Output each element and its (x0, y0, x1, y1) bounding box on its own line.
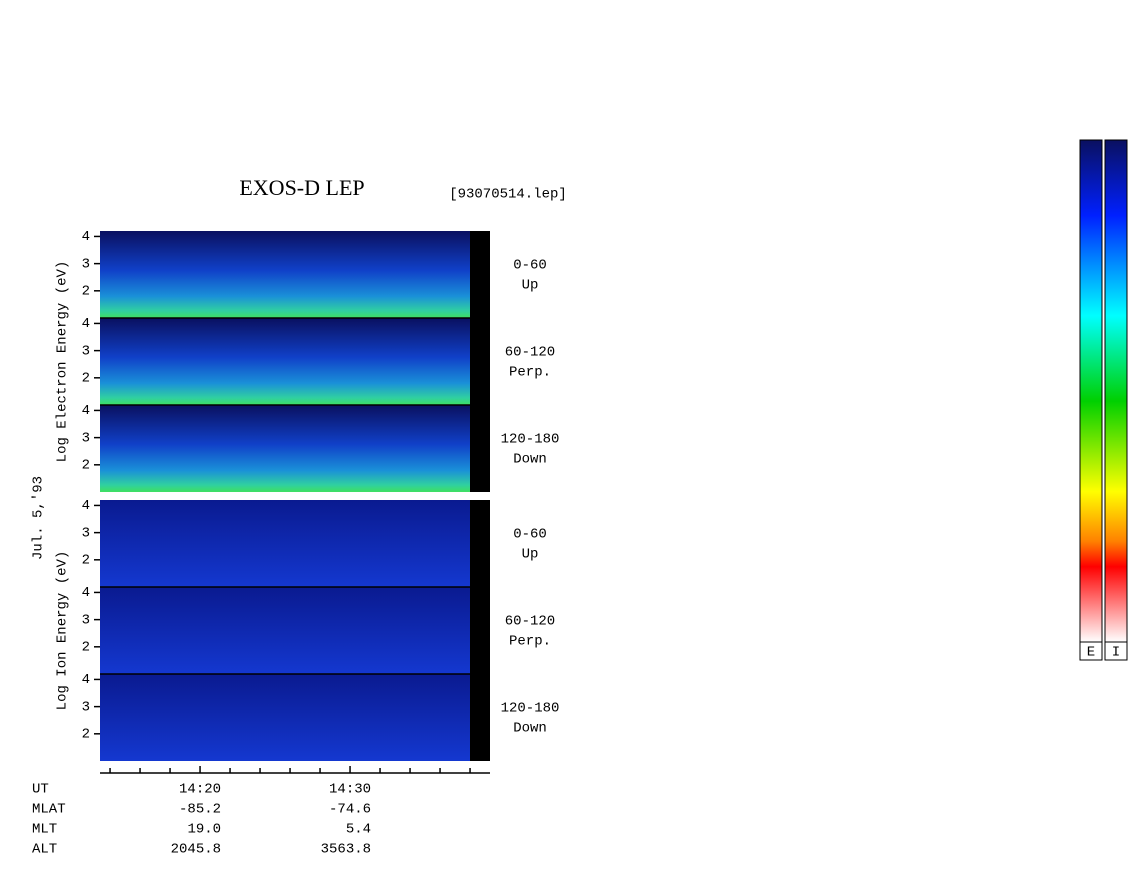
spectrogram-panel (100, 231, 470, 318)
no-data-strip (470, 587, 490, 674)
y-axis-label: Log Electron Energy (eV) (55, 261, 71, 463)
y-tick-label: 2 (82, 284, 90, 300)
spectrogram-panel (100, 405, 470, 492)
y-tick-label: 3 (82, 699, 90, 715)
panel-label: 120-180 (501, 432, 560, 448)
panel-label: Up (522, 278, 539, 294)
colorbar (1079, 139, 1103, 643)
date-label: Jul. 5,'93 (31, 476, 47, 560)
no-data-strip (470, 231, 490, 318)
y-tick-label: 4 (82, 229, 90, 245)
row-label: MLT (32, 822, 57, 838)
panel-label: Up (522, 547, 539, 563)
spectrogram-panel (100, 318, 470, 405)
y-tick-label: 2 (82, 371, 90, 387)
y-tick-label: 2 (82, 458, 90, 474)
colorbar-label: E (1087, 645, 1095, 661)
colorbar-label-box (1079, 641, 1103, 661)
y-tick-label: 2 (82, 553, 90, 569)
ephemeris-value: 2045.8 (171, 842, 221, 858)
ephemeris-value: 5.4 (346, 822, 371, 838)
panel-label: Perp. (509, 365, 551, 381)
y-tick-label: 4 (82, 498, 90, 514)
chart-title: EXOS-D LEP (239, 175, 364, 200)
panel-label: Down (513, 452, 547, 468)
panel-label: Perp. (509, 634, 551, 650)
y-tick-label: 4 (82, 403, 90, 419)
panel-label: 0-60 (513, 258, 547, 274)
y-tick-label: 3 (82, 612, 90, 628)
panel-label: 120-180 (501, 701, 560, 717)
row-label: UT (32, 782, 49, 798)
row-label: MLAT (32, 802, 66, 818)
y-tick-label: 4 (82, 585, 90, 601)
spectrogram-panel (100, 674, 470, 761)
y-tick-label: 4 (82, 672, 90, 688)
spectrogram-panel (100, 587, 470, 674)
row-label: ALT (32, 842, 57, 858)
colorbar (1104, 139, 1128, 643)
y-tick-label: 3 (82, 525, 90, 541)
colorbar-label-box (1104, 641, 1128, 661)
y-tick-label: 2 (82, 640, 90, 656)
y-tick-label: 3 (82, 430, 90, 446)
spectrogram-panel (100, 500, 470, 587)
x-tick-label: 14:30 (329, 782, 371, 798)
colorbar-label: I (1112, 645, 1120, 661)
no-data-strip (470, 405, 490, 492)
x-tick-label: 14:20 (179, 782, 221, 798)
y-tick-label: 3 (82, 343, 90, 359)
panel-label: 0-60 (513, 527, 547, 543)
ephemeris-value: -74.6 (329, 802, 371, 818)
panel-label: 60-120 (505, 345, 555, 361)
file-name: [93070514.lep] (449, 187, 567, 203)
no-data-strip (470, 500, 490, 587)
ephemeris-value: -85.2 (179, 802, 221, 818)
no-data-strip (470, 674, 490, 761)
y-axis-label: Log Ion Energy (eV) (55, 551, 71, 711)
y-tick-label: 2 (82, 727, 90, 743)
ephemeris-value: 19.0 (187, 822, 221, 838)
panel-label: 60-120 (505, 614, 555, 630)
y-tick-label: 3 (82, 256, 90, 272)
ephemeris-value: 3563.8 (321, 842, 371, 858)
panel-label: Down (513, 721, 547, 737)
no-data-strip (470, 318, 490, 405)
y-tick-label: 4 (82, 316, 90, 332)
